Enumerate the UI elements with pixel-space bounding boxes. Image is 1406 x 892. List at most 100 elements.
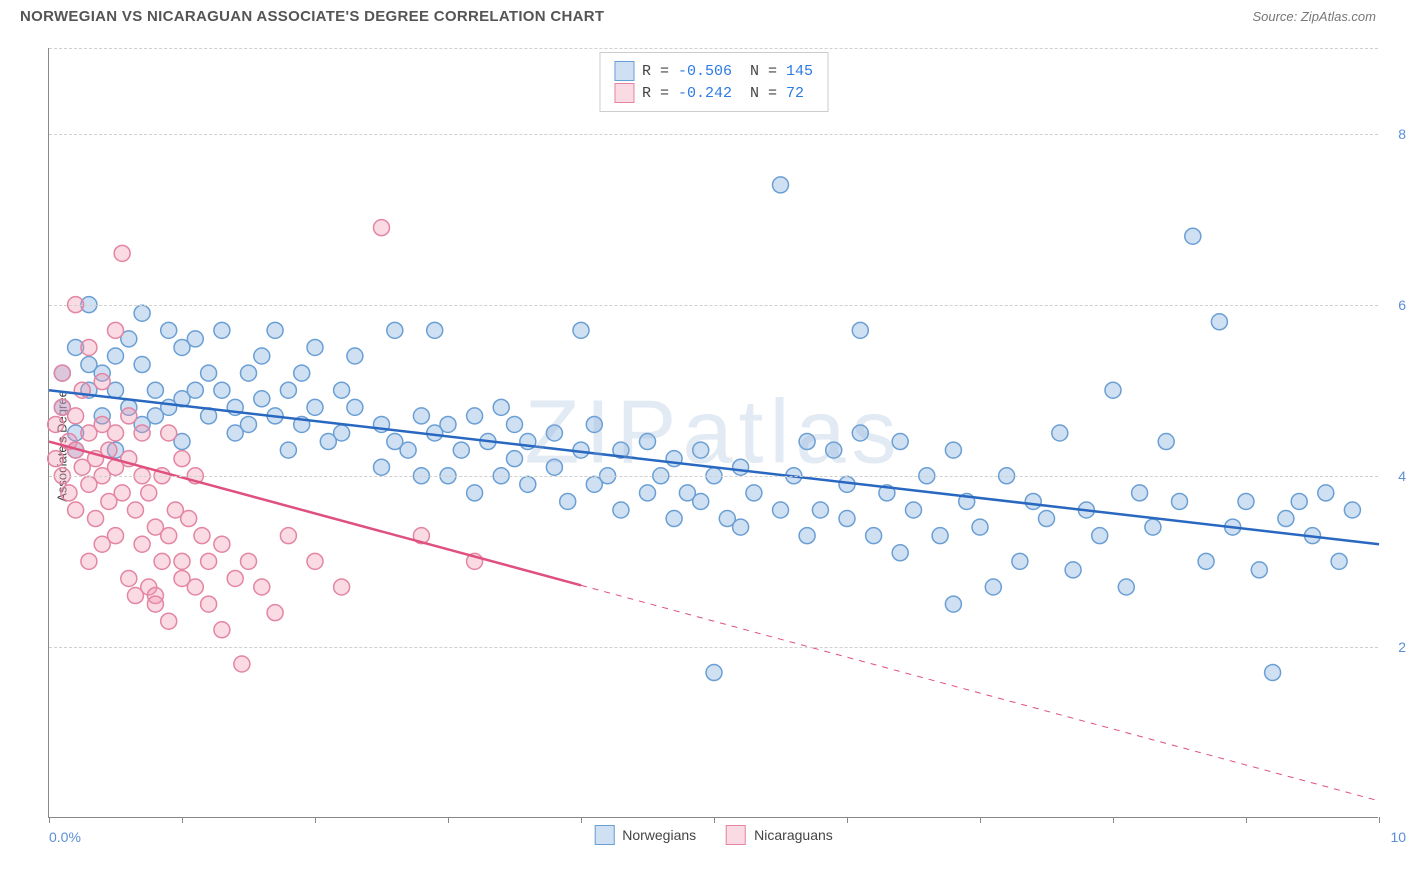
scatter-point (121, 408, 137, 424)
scatter-point (267, 605, 283, 621)
scatter-point (108, 425, 124, 441)
scatter-point (1105, 382, 1121, 398)
series-legend: Norwegians Nicaraguans (594, 825, 833, 845)
scatter-point (866, 528, 882, 544)
scatter-point (1198, 553, 1214, 569)
scatter-point (932, 528, 948, 544)
scatter-point (573, 322, 589, 338)
scatter-point (214, 322, 230, 338)
scatter-point (693, 442, 709, 458)
scatter-point (307, 399, 323, 415)
scatter-point (985, 579, 1001, 595)
scatter-point (294, 365, 310, 381)
gridline-h (49, 48, 1378, 49)
scatter-svg (49, 48, 1378, 817)
gridline-h (49, 305, 1378, 306)
scatter-point (347, 399, 363, 415)
scatter-point (194, 528, 210, 544)
chart-title: NORWEGIAN VS NICARAGUAN ASSOCIATE'S DEGR… (20, 8, 604, 25)
legend-stat: R = -0.242 N = 72 (642, 85, 804, 102)
gridline-h (49, 134, 1378, 135)
scatter-point (161, 425, 177, 441)
scatter-point (546, 425, 562, 441)
scatter-point (1025, 493, 1041, 509)
scatter-point (214, 536, 230, 552)
scatter-point (94, 374, 110, 390)
scatter-point (114, 245, 130, 261)
scatter-point (214, 622, 230, 638)
scatter-point (640, 485, 656, 501)
series-name: Nicaraguans (754, 827, 833, 843)
x-tick (1379, 817, 1380, 823)
correlation-legend: R = -0.506 N = 145 R = -0.242 N = 72 (599, 52, 828, 112)
trend-line-dashed (581, 585, 1379, 801)
scatter-point (214, 382, 230, 398)
y-tick-label: 20.0% (1386, 639, 1406, 655)
x-tick (581, 817, 582, 823)
gridline-h (49, 647, 1378, 648)
scatter-point (400, 442, 416, 458)
scatter-point (280, 442, 296, 458)
scatter-point (586, 416, 602, 432)
scatter-point (267, 322, 283, 338)
scatter-point (666, 511, 682, 527)
scatter-point (174, 553, 190, 569)
x-tick (714, 817, 715, 823)
scatter-point (334, 382, 350, 398)
scatter-point (773, 502, 789, 518)
legend-swatch (594, 825, 614, 845)
scatter-point (852, 322, 868, 338)
x-tick (315, 817, 316, 823)
scatter-point (147, 596, 163, 612)
scatter-point (892, 545, 908, 561)
scatter-point (1265, 665, 1281, 681)
scatter-point (560, 493, 576, 509)
scatter-point (68, 502, 84, 518)
scatter-point (201, 553, 217, 569)
scatter-point (1118, 579, 1134, 595)
scatter-point (254, 579, 270, 595)
scatter-point (427, 322, 443, 338)
scatter-point (121, 570, 137, 586)
scatter-point (520, 476, 536, 492)
scatter-point (1318, 485, 1334, 501)
scatter-point (48, 451, 64, 467)
scatter-point (733, 519, 749, 535)
scatter-point (852, 425, 868, 441)
scatter-point (467, 408, 483, 424)
scatter-point (334, 425, 350, 441)
scatter-point (1211, 314, 1227, 330)
x-tick (847, 817, 848, 823)
scatter-point (81, 553, 97, 569)
gridline-h (49, 476, 1378, 477)
scatter-point (134, 305, 150, 321)
scatter-point (1185, 228, 1201, 244)
scatter-point (201, 365, 217, 381)
scatter-point (1012, 553, 1028, 569)
scatter-point (187, 579, 203, 595)
scatter-point (440, 416, 456, 432)
scatter-point (81, 339, 97, 355)
x-tick (49, 817, 50, 823)
legend-stat: R = -0.506 N = 145 (642, 63, 813, 80)
scatter-point (1238, 493, 1254, 509)
x-tick (1246, 817, 1247, 823)
x-tick (182, 817, 183, 823)
scatter-point (1331, 553, 1347, 569)
scatter-point (108, 348, 124, 364)
scatter-point (227, 570, 243, 586)
scatter-point (507, 451, 523, 467)
scatter-point (413, 408, 429, 424)
scatter-point (307, 339, 323, 355)
source-attribution: Source: ZipAtlas.com (1252, 9, 1376, 24)
scatter-point (134, 536, 150, 552)
scatter-point (892, 434, 908, 450)
scatter-point (347, 348, 363, 364)
scatter-point (746, 485, 762, 501)
x-min-label: 0.0% (49, 829, 81, 845)
scatter-point (1092, 528, 1108, 544)
scatter-point (1145, 519, 1161, 535)
series-name: Norwegians (622, 827, 696, 843)
series-legend-item: Norwegians (594, 825, 696, 845)
scatter-point (1132, 485, 1148, 501)
